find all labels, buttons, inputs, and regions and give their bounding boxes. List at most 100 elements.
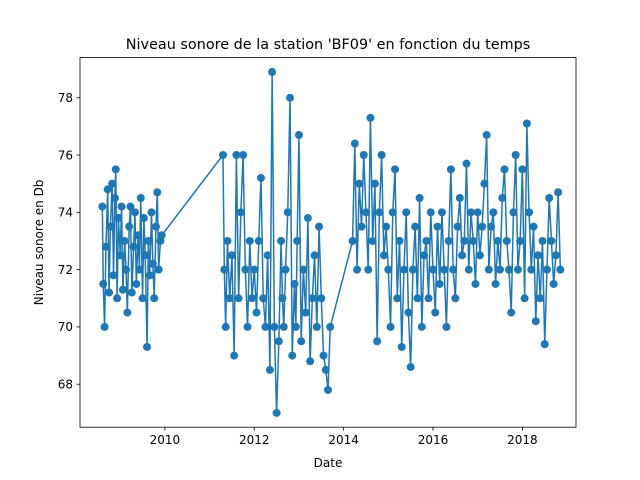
data-point bbox=[431, 308, 440, 317]
data-point bbox=[370, 179, 379, 188]
data-point bbox=[429, 265, 438, 274]
data-point bbox=[361, 208, 370, 217]
data-point bbox=[114, 214, 123, 223]
data-point bbox=[540, 340, 549, 349]
data-point bbox=[110, 193, 119, 202]
data-point bbox=[221, 322, 230, 331]
data-point bbox=[406, 363, 415, 372]
y-tick-label: 68 bbox=[58, 378, 73, 392]
data-point bbox=[150, 294, 159, 303]
data-point bbox=[464, 265, 473, 274]
data-point bbox=[326, 322, 335, 331]
data-point bbox=[315, 222, 324, 231]
data-point bbox=[375, 208, 384, 217]
data-point bbox=[491, 279, 500, 288]
x-tick-label: 2014 bbox=[328, 433, 359, 447]
data-point bbox=[291, 322, 300, 331]
data-point bbox=[357, 222, 366, 231]
data-point bbox=[522, 119, 531, 128]
data-point bbox=[453, 222, 462, 231]
data-point bbox=[518, 165, 527, 174]
data-point bbox=[283, 208, 292, 217]
x-tick-label: 2018 bbox=[507, 433, 538, 447]
data-point bbox=[288, 351, 297, 360]
data-point bbox=[108, 179, 117, 188]
data-point bbox=[118, 285, 127, 294]
data-point bbox=[359, 151, 368, 160]
data-point bbox=[411, 222, 420, 231]
data-point bbox=[420, 251, 429, 260]
data-point bbox=[462, 159, 471, 168]
x-tick-label: 2012 bbox=[239, 433, 270, 447]
data-point bbox=[256, 173, 265, 182]
data-point bbox=[545, 193, 554, 202]
series-line bbox=[101, 71, 562, 414]
data-point bbox=[134, 231, 143, 240]
data-point bbox=[527, 265, 536, 274]
data-point bbox=[551, 251, 560, 260]
data-point bbox=[232, 151, 241, 160]
data-point bbox=[529, 222, 538, 231]
data-point bbox=[368, 236, 377, 245]
data-point bbox=[511, 151, 520, 160]
data-point bbox=[489, 208, 498, 217]
data-point bbox=[542, 265, 551, 274]
data-point bbox=[123, 308, 132, 317]
data-point bbox=[100, 322, 109, 331]
data-point bbox=[147, 208, 156, 217]
data-point bbox=[236, 208, 245, 217]
data-point bbox=[478, 222, 487, 231]
data-point bbox=[130, 208, 139, 217]
data-point bbox=[153, 188, 162, 197]
data-point bbox=[129, 242, 138, 251]
data-point bbox=[122, 265, 131, 274]
data-point bbox=[218, 151, 227, 160]
data-point bbox=[135, 265, 144, 274]
data-point bbox=[451, 294, 460, 303]
data-point bbox=[446, 165, 455, 174]
data-point bbox=[415, 193, 424, 202]
x-axis: 2010 2012 2014 2016 2018 bbox=[150, 427, 538, 447]
data-point bbox=[520, 294, 529, 303]
data-point bbox=[145, 271, 154, 280]
data-point bbox=[241, 265, 250, 274]
data-point bbox=[516, 236, 525, 245]
data-point bbox=[293, 236, 302, 245]
data-point bbox=[141, 251, 150, 260]
data-point bbox=[455, 193, 464, 202]
data-point bbox=[113, 294, 122, 303]
data-point bbox=[484, 265, 493, 274]
data-point bbox=[534, 251, 543, 260]
data-point bbox=[277, 236, 286, 245]
data-point bbox=[261, 322, 270, 331]
data-point bbox=[319, 351, 328, 360]
data-point bbox=[310, 251, 319, 260]
data-point bbox=[317, 294, 326, 303]
data-point bbox=[509, 208, 518, 217]
data-point bbox=[393, 294, 402, 303]
data-point bbox=[252, 308, 261, 317]
data-point bbox=[151, 222, 160, 231]
data-point bbox=[458, 251, 467, 260]
data-point bbox=[143, 342, 152, 351]
data-point bbox=[547, 236, 556, 245]
y-tick-label: 78 bbox=[58, 91, 73, 105]
data-point bbox=[139, 214, 148, 223]
data-point bbox=[144, 236, 153, 245]
x-axis-label: Date bbox=[314, 456, 343, 470]
data-point bbox=[297, 337, 306, 346]
data-point bbox=[154, 265, 163, 274]
data-point bbox=[223, 236, 232, 245]
data-point bbox=[270, 322, 279, 331]
data-point bbox=[391, 165, 400, 174]
data-point bbox=[138, 294, 147, 303]
data-point bbox=[384, 265, 393, 274]
data-point bbox=[281, 265, 290, 274]
data-point bbox=[471, 279, 480, 288]
data-point bbox=[373, 337, 382, 346]
data-point bbox=[399, 265, 408, 274]
y-tick-label: 76 bbox=[58, 148, 73, 162]
data-point bbox=[324, 385, 332, 394]
data-point bbox=[101, 242, 110, 251]
